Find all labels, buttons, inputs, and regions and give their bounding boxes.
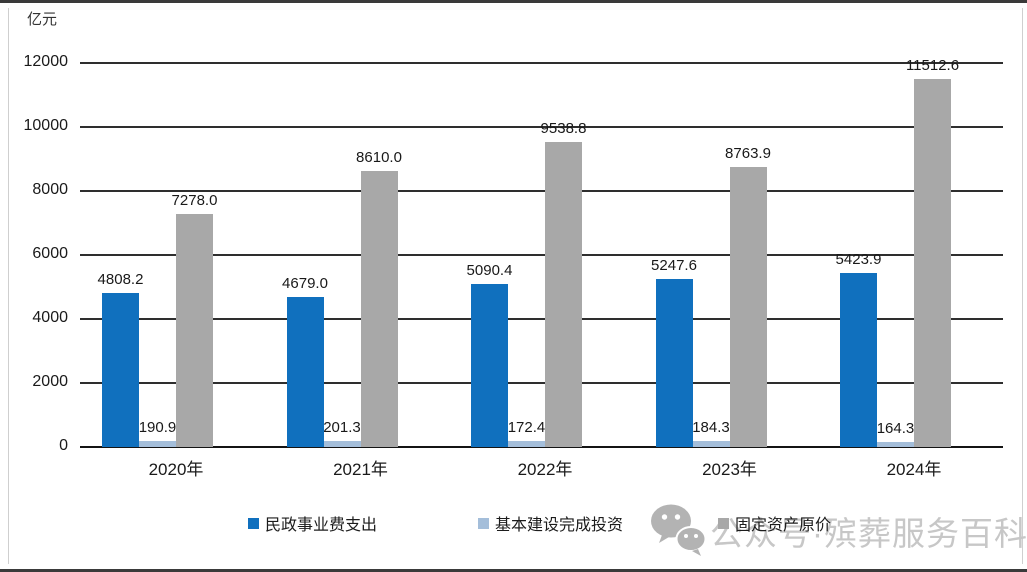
y-tick-label-2000: 2000 (32, 373, 68, 390)
left-border (8, 8, 9, 564)
x-tick-label-1: 2021年 (333, 460, 388, 479)
value-label-s0-c0: 4808.2 (97, 271, 144, 289)
legend-item-1: 基本建设完成投资 (478, 511, 623, 535)
value-label-s1-c0: 190.9 (138, 418, 177, 436)
legend: 民政事业费支出 基本建设完成投资 固定资产原价 (0, 511, 1027, 535)
legend-item-2: 固定资产原价 (718, 511, 831, 535)
value-label-s2-c3: 8763.9 (725, 144, 771, 162)
x-tick-label-3: 2023年 (702, 460, 757, 479)
legend-label-2: 固定资产原价 (735, 517, 832, 534)
bar-s0-c4 (840, 273, 877, 447)
legend-swatch-0 (248, 517, 259, 529)
gridline-8000 (80, 190, 1003, 192)
wechat-icon (651, 504, 707, 556)
bar-s0-c1 (286, 297, 324, 447)
y-tick-label-12000: 12000 (23, 53, 69, 70)
legend-swatch-1 (478, 517, 489, 529)
bar-s0-c0 (102, 293, 139, 447)
legend-swatch-2 (718, 517, 729, 529)
legend-label-0: 民政事业费支出 (265, 517, 378, 534)
plot-area: 4808.2 190.9 7278.0 4679.0 201.3 8610.0 5090.4… (80, 57, 1003, 448)
bar-s0-c2 (471, 284, 508, 447)
y-tick-label-10000: 10000 (23, 117, 69, 134)
gridline-10000 (80, 126, 1003, 128)
gridline-4000 (80, 318, 1003, 320)
value-label-s1-c3: 184.3 (692, 419, 730, 437)
y-axis-unit-label: 亿元 (27, 11, 58, 28)
y-tick-label-6000: 6000 (32, 245, 68, 262)
x-tick-label-0: 2020年 (148, 460, 204, 479)
bar-s1-c1 (323, 440, 361, 447)
value-label-s1-c1: 201.3 (323, 418, 361, 436)
value-label-s0-c1: 4679.0 (282, 275, 328, 293)
bar-s2-c4 (914, 78, 951, 447)
x-axis-line (80, 446, 1003, 448)
bar-s1-c0 (139, 440, 176, 447)
value-label-s2-c1: 8610.0 (356, 149, 402, 167)
value-label-s2-c0: 7278.0 (171, 192, 218, 210)
y-tick-label-4000: 4000 (32, 309, 68, 326)
bar-s1-c4 (877, 441, 914, 447)
bar-s2-c1 (360, 171, 398, 447)
bar-s2-c3 (729, 166, 767, 447)
top-border (0, 0, 1027, 3)
legend-label-1: 基本建设完成投资 (495, 517, 624, 534)
value-label-s1-c4: 164.3 (876, 419, 915, 437)
x-tick-label-4: 2024年 (886, 460, 942, 479)
bar-s2-c2 (545, 141, 582, 447)
bar-s1-c2 (508, 441, 545, 447)
gridline-6000 (80, 254, 1003, 256)
x-tick-label-2: 2022年 (517, 460, 573, 479)
x-axis: 2020年 2021年 2022年 2023年 2024年 (80, 455, 1003, 481)
value-label-s2-c4: 11512.6 (905, 56, 960, 74)
y-tick-label-8000: 8000 (32, 181, 68, 198)
value-label-s0-c4: 5423.9 (835, 251, 882, 269)
bottom-border (0, 569, 1027, 572)
gridline-2000 (80, 382, 1003, 384)
gridline-12000 (80, 62, 1003, 64)
bar-s2-c0 (176, 214, 213, 447)
value-label-s0-c3: 5247.6 (651, 257, 697, 275)
value-label-s2-c2: 9538.8 (540, 119, 587, 137)
value-label-s1-c2: 172.4 (507, 419, 546, 437)
y-axis: 0 2000 4000 6000 8000 10000 12000 (0, 53, 69, 454)
bar-s1-c3 (692, 441, 730, 447)
value-label-s0-c2: 5090.4 (466, 262, 513, 280)
y-tick-label-0: 0 (59, 437, 68, 454)
legend-item-0: 民政事业费支出 (248, 511, 377, 535)
right-border (1022, 8, 1023, 564)
watermark-text: 公众号·殡葬服务百科 (710, 515, 1027, 552)
bar-s0-c3 (655, 279, 693, 447)
